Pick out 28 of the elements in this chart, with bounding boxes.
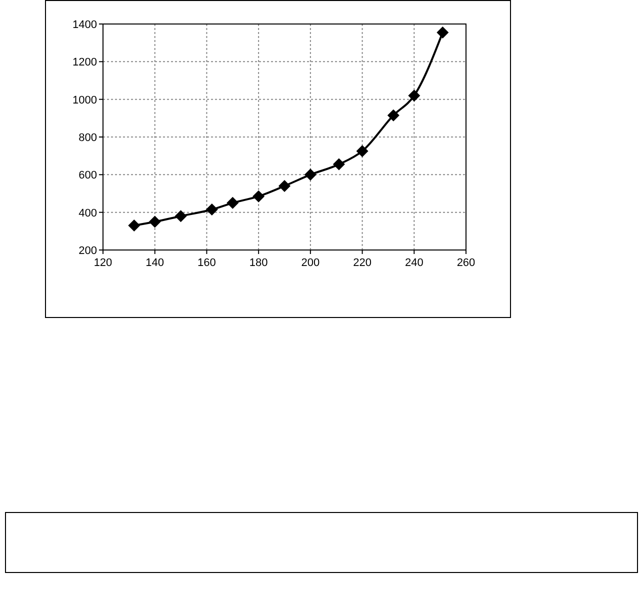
y-tick-label: 400 <box>78 207 97 220</box>
point <box>387 109 400 122</box>
y-tick-label: 1200 <box>72 56 97 69</box>
point <box>278 180 290 192</box>
point <box>252 190 265 202</box>
x-tick-label: 240 <box>404 257 424 269</box>
y-tick-label: 200 <box>78 245 97 257</box>
y-tick-label: 1000 <box>72 94 97 106</box>
x-tick-label: 160 <box>198 257 216 269</box>
y-tick-label: 800 <box>78 132 97 144</box>
y-tick-label: 600 <box>78 170 97 182</box>
point <box>226 196 239 209</box>
x-tick-label: 140 <box>146 257 164 269</box>
point <box>206 204 218 216</box>
y-tick-label: 1400 <box>72 19 97 31</box>
x-tick-label: 200 <box>301 257 320 269</box>
point <box>174 210 187 222</box>
point <box>408 90 420 102</box>
x-tick-label: 260 <box>456 257 476 269</box>
point <box>356 145 368 158</box>
point <box>148 216 161 228</box>
point <box>436 26 449 38</box>
x-tick-label: 120 <box>94 257 112 269</box>
x-tick-label: 220 <box>353 257 372 269</box>
x-tick-label: 180 <box>249 257 268 269</box>
point <box>128 220 140 232</box>
point <box>332 158 345 170</box>
point <box>304 168 316 181</box>
